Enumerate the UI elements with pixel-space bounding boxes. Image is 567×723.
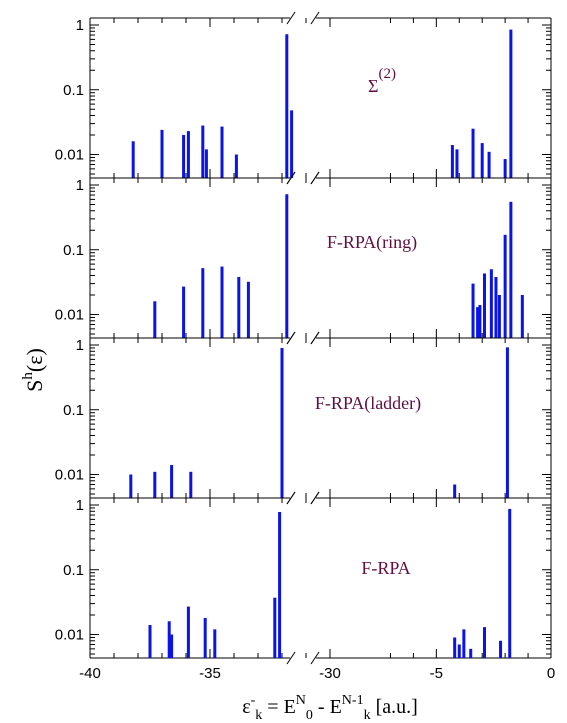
bar bbox=[201, 268, 205, 338]
axis-break-mark bbox=[286, 331, 296, 345]
x-tick-label: -35 bbox=[199, 665, 221, 682]
bar bbox=[246, 281, 250, 338]
x-axis-label: ε-k = EN0 - EN-1k [a.u.] bbox=[242, 693, 418, 723]
axis-break-mark bbox=[286, 651, 296, 665]
bar bbox=[489, 269, 493, 338]
axis-break-mark bbox=[286, 171, 296, 185]
bar bbox=[453, 484, 457, 498]
bar bbox=[201, 125, 205, 178]
bar bbox=[167, 621, 171, 658]
axis-break-mark bbox=[286, 11, 296, 25]
bar bbox=[455, 149, 459, 178]
axis-break-mark bbox=[310, 491, 320, 505]
axis-break-mark bbox=[310, 171, 320, 185]
bar bbox=[505, 347, 509, 498]
bar bbox=[469, 648, 473, 658]
y-tick-label: 0.01 bbox=[55, 467, 84, 484]
bar bbox=[497, 295, 501, 338]
bar bbox=[278, 511, 282, 658]
panel-2: 1 0.1 0.01 F-RPA(ring) bbox=[55, 171, 552, 345]
y-tick-label: 0.1 bbox=[63, 402, 84, 419]
panel-label: F-RPA bbox=[361, 558, 410, 578]
bar bbox=[213, 629, 217, 658]
bar bbox=[153, 471, 157, 498]
panel-label: F-RPA(ring) bbox=[327, 232, 417, 253]
bar bbox=[182, 286, 186, 338]
x-tick-label: -30 bbox=[319, 665, 341, 682]
y-tick-label: 1 bbox=[76, 337, 84, 354]
bar bbox=[285, 194, 289, 338]
x-tick-label: -40 bbox=[79, 665, 101, 682]
bar bbox=[487, 151, 491, 178]
panel-label: Σ(2) bbox=[368, 66, 396, 96]
bar bbox=[471, 128, 475, 178]
bar bbox=[453, 637, 457, 658]
bar bbox=[482, 627, 486, 658]
bar bbox=[476, 307, 480, 338]
bar bbox=[170, 634, 174, 658]
y-tick-label: 1 bbox=[76, 17, 84, 34]
bar bbox=[482, 273, 486, 338]
bar bbox=[462, 629, 466, 658]
bar bbox=[237, 276, 241, 338]
bar bbox=[280, 347, 284, 498]
x-tick-label: 0 bbox=[547, 665, 555, 682]
bar bbox=[499, 640, 503, 658]
bar bbox=[480, 143, 484, 178]
x-tick-label: -5 bbox=[430, 665, 443, 682]
bar bbox=[153, 301, 157, 338]
bar bbox=[220, 126, 224, 178]
bar bbox=[509, 29, 513, 178]
bar bbox=[508, 508, 512, 658]
axis-break-mark bbox=[286, 491, 296, 505]
bar bbox=[503, 159, 507, 178]
bar bbox=[457, 644, 461, 658]
y-tick-label: 0.01 bbox=[55, 147, 84, 164]
bar bbox=[290, 110, 294, 178]
axis-break-mark bbox=[310, 651, 320, 665]
bar bbox=[220, 266, 224, 338]
bar bbox=[148, 625, 152, 658]
bar bbox=[160, 129, 164, 178]
axis-break-mark bbox=[310, 331, 320, 345]
y-tick-label: 1 bbox=[76, 177, 84, 194]
bar bbox=[170, 465, 174, 498]
x-axis-label-text: ε-k = EN0 - EN-1k [a.u.] bbox=[242, 693, 418, 723]
panel-3: 1 0.1 0.01 F-RPA(ladder) bbox=[55, 331, 552, 505]
y-tick-label: 1 bbox=[76, 497, 84, 514]
panel-1: 1 0.1 0.01 Σ(2) bbox=[55, 11, 552, 185]
bar bbox=[509, 201, 513, 338]
bar bbox=[471, 283, 475, 338]
y-axis-label: Sh(ε) bbox=[20, 348, 47, 392]
bar bbox=[450, 145, 454, 178]
y-tick-label: 0.1 bbox=[63, 242, 84, 259]
panels-group: 1 0.1 0.01 Σ(2) 1 0.1 0.01 F-RPA(ring) 1 0.1 0.01 F… bbox=[55, 11, 555, 682]
bar bbox=[189, 471, 193, 498]
bar bbox=[503, 234, 507, 338]
y-tick-label: 0.1 bbox=[63, 562, 84, 579]
bar bbox=[182, 135, 186, 178]
bar bbox=[186, 606, 190, 658]
bar bbox=[520, 295, 524, 338]
bar bbox=[494, 276, 498, 338]
bar bbox=[478, 305, 482, 338]
bar bbox=[234, 154, 238, 178]
bar bbox=[285, 34, 289, 179]
y-tick-label: 0.01 bbox=[55, 627, 84, 644]
bar bbox=[186, 131, 190, 178]
bar bbox=[131, 141, 135, 178]
y-tick-label: 0.1 bbox=[63, 82, 84, 99]
panel-label: F-RPA(ladder) bbox=[315, 393, 421, 414]
panel-4: 1 0.1 0.01 F-RPA bbox=[55, 491, 552, 665]
bar bbox=[129, 474, 133, 498]
bar bbox=[273, 597, 277, 658]
bar bbox=[203, 617, 207, 658]
bar bbox=[204, 149, 208, 178]
axis-break-mark bbox=[310, 11, 320, 25]
y-tick-label: 0.01 bbox=[55, 307, 84, 324]
y-axis-label-text: Sh(ε) bbox=[20, 348, 47, 392]
